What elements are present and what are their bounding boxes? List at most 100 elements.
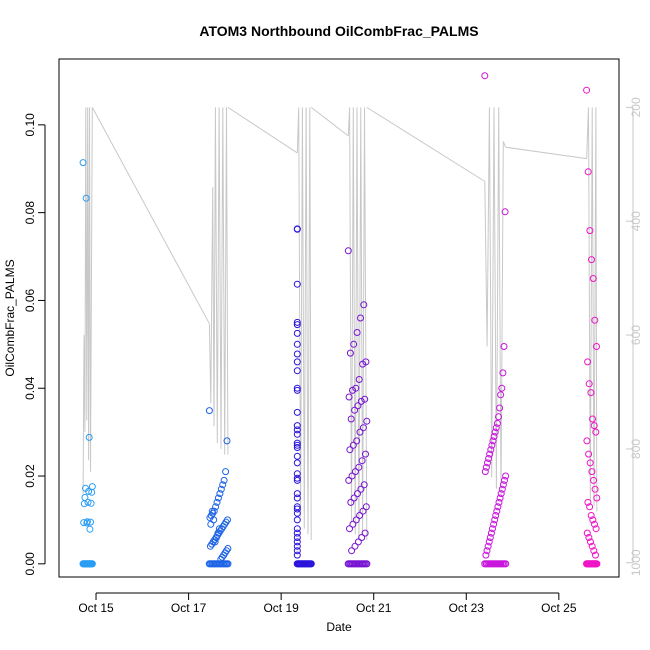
- data-point-4-24: [362, 450, 369, 458]
- data-point-2-14: [206, 514, 214, 522]
- y-tick-label-5: 0.08: [23, 201, 37, 225]
- data-point-5-29: [493, 507, 501, 515]
- data-point-2-8: [214, 494, 222, 502]
- data-point-2-3: [222, 468, 230, 476]
- altitude-connector-1: [91, 107, 210, 324]
- data-point-6-12: [590, 422, 598, 430]
- data-point-3-34: [293, 538, 301, 546]
- data-point-6-29: [587, 538, 594, 546]
- data-point-3-6: [293, 329, 301, 337]
- data-point-4-28: [348, 472, 356, 480]
- data-point-5-18: [484, 459, 491, 467]
- data-point-5-19: [482, 463, 490, 471]
- altitude-connector-5: [505, 146, 587, 160]
- data-point-6-28: [585, 534, 593, 541]
- data-point-6-14: [583, 437, 591, 445]
- data-point-1-3: [85, 433, 93, 441]
- data-point-3-14: [293, 422, 301, 430]
- data-point-5-25: [497, 490, 505, 498]
- data-point-6-16: [586, 459, 594, 467]
- data-point-2-39: [208, 507, 216, 515]
- data-point-4-38: [352, 516, 360, 524]
- data-point-6-27: [583, 529, 591, 537]
- data-point-3-22: [293, 470, 301, 478]
- data-point-5-12: [490, 433, 498, 440]
- data-point-2-10: [212, 503, 220, 511]
- data-point-4-39: [349, 520, 357, 528]
- data-point-5-17: [485, 455, 493, 462]
- data-point-5-10: [492, 424, 500, 432]
- data-point-2-36: [213, 534, 220, 541]
- data-point-3-24: [293, 476, 301, 484]
- zero-point-5-14: [502, 560, 510, 568]
- data-point-4-16: [351, 406, 359, 414]
- data-point-5-2: [501, 208, 509, 216]
- data-point-6-15: [585, 450, 593, 458]
- data-point-4-20: [356, 428, 364, 436]
- data-point-6-9: [585, 380, 593, 388]
- data-point-5-28: [494, 503, 502, 511]
- data-point-4-32: [354, 490, 361, 498]
- data-point-5-7: [496, 404, 504, 412]
- y-tick-label-4: 0.06: [23, 288, 37, 312]
- data-point-1-16: [86, 525, 94, 533]
- data-point-3-7: [293, 340, 301, 348]
- data-point-3-16: [293, 430, 301, 438]
- data-point-4-45: [348, 547, 356, 555]
- data-point-6-25: [591, 520, 598, 528]
- zero-point-1-14: [88, 560, 96, 568]
- zero-point-3-14: [307, 560, 315, 568]
- y-tick-label-6: 0.10: [23, 113, 37, 137]
- data-point-3-25: [293, 490, 301, 498]
- data-point-6-21: [584, 498, 592, 506]
- data-point-5-5: [498, 384, 506, 392]
- data-point-5-14: [488, 441, 496, 449]
- data-point-3-12: [293, 386, 301, 394]
- data-point-2-40: [207, 520, 215, 528]
- data-point-5-36: [485, 538, 493, 546]
- scatter-points-layer: [79, 72, 601, 568]
- data-point-6-30: [588, 542, 596, 550]
- data-point-5-11: [491, 428, 499, 436]
- altitude-trace-4: [347, 107, 368, 541]
- data-point-3-21: [293, 459, 301, 467]
- data-point-1-14: [80, 519, 88, 527]
- data-point-3-8: [293, 350, 301, 358]
- data-point-2-7: [216, 490, 224, 498]
- data-point-4-21: [353, 437, 361, 445]
- data-point-3-28: [293, 505, 301, 513]
- x-tick-label-5: Oct 23: [449, 601, 485, 615]
- data-point-6-19: [591, 485, 599, 493]
- data-point-3-10: [293, 367, 301, 375]
- data-point-5-23: [499, 481, 507, 489]
- data-point-1-1: [79, 159, 87, 167]
- chart-title: ATOM3 Northbound OilCombFrac_PALMS: [199, 23, 478, 39]
- data-point-4-4: [353, 329, 361, 336]
- data-point-4-11: [349, 386, 356, 394]
- x-tick-label-2: Oct 17: [171, 601, 207, 615]
- data-point-3-2: [293, 225, 301, 233]
- data-point-4-29: [345, 476, 353, 484]
- data-point-4-25: [358, 457, 366, 465]
- data-point-2-27: [206, 542, 214, 550]
- altitude-trace-3: [296, 107, 312, 541]
- data-point-6-17: [588, 468, 596, 476]
- data-point-5-37: [484, 542, 492, 550]
- y-tick-label-3: 0.04: [23, 376, 37, 400]
- data-point-6-31: [590, 547, 598, 555]
- data-point-4-30: [360, 481, 368, 489]
- data-point-4-18: [363, 417, 371, 425]
- data-point-3-23: [293, 474, 301, 482]
- data-point-6-22: [586, 503, 594, 511]
- data-point-5-27: [495, 498, 503, 506]
- data-point-6-32: [592, 551, 599, 559]
- data-point-5-32: [490, 520, 498, 528]
- data-point-5-6: [497, 391, 505, 399]
- data-point-3-35: [293, 542, 301, 550]
- data-point-4-22: [349, 441, 357, 449]
- data-point-6-1: [583, 86, 591, 94]
- data-point-4-43: [354, 538, 362, 546]
- data-point-6-3: [586, 227, 594, 235]
- data-point-1-2: [82, 194, 90, 202]
- data-point-3-26: [293, 494, 301, 502]
